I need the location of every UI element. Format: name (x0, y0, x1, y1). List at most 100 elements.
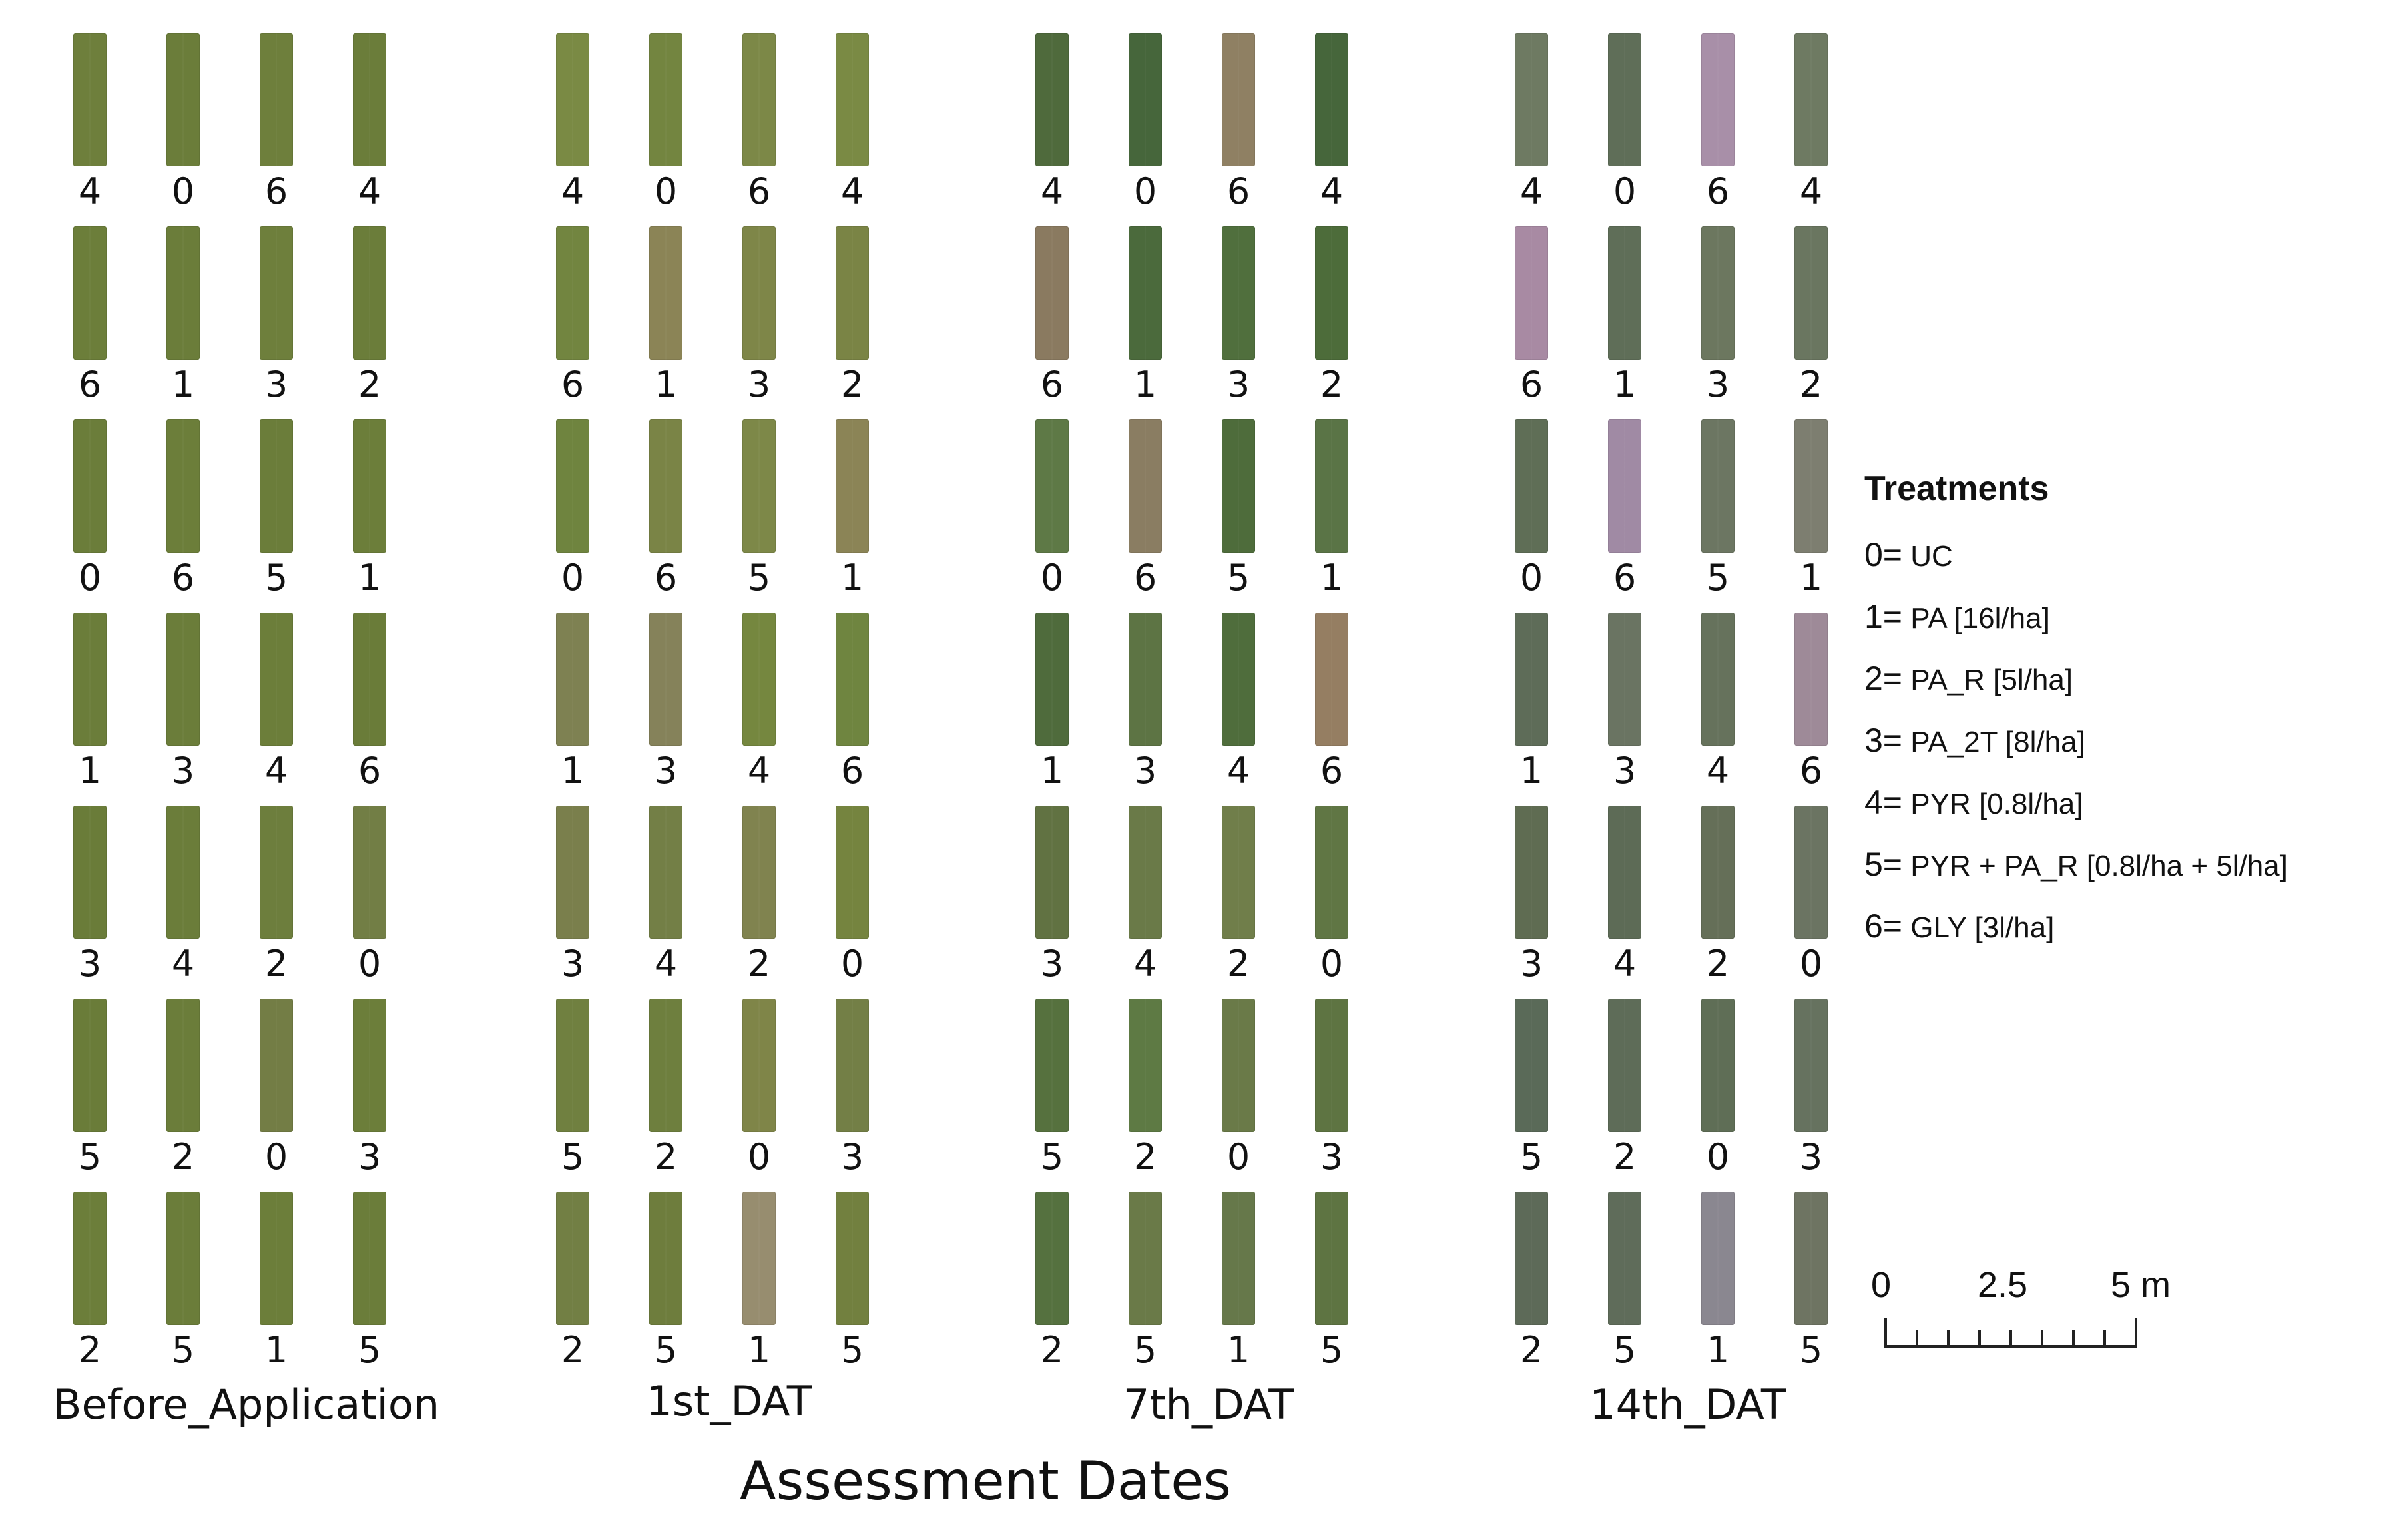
field-plot (1701, 613, 1735, 746)
plot-label: 5 (1320, 1329, 1344, 1371)
field-plot (1315, 613, 1348, 746)
plot-label: 0 (78, 557, 102, 599)
plot-label: 6 (1613, 557, 1637, 599)
legend: Treatments 0= UC 1= PA [16l/ha] 2= PA_R … (1864, 466, 2397, 958)
field-plot (1608, 806, 1641, 939)
plot-label: 4 (1133, 943, 1157, 985)
scale-tick (1916, 1330, 1918, 1348)
legend-text: PA_2T [8l/ha] (1910, 726, 2085, 758)
plot-label: 0 (1040, 557, 1064, 599)
field-plot (836, 999, 869, 1132)
plot-label: 3 (1133, 750, 1157, 792)
field-plot (1794, 419, 1828, 553)
plot-label: 4 (654, 943, 678, 985)
field-plot (1515, 613, 1548, 746)
plot-label: 1 (1133, 364, 1157, 405)
plot-label: 6 (1320, 750, 1344, 792)
scale-bar: 0 2.5 5 m (1864, 1265, 2171, 1358)
field-plot (1035, 806, 1069, 939)
field-plot (260, 613, 293, 746)
plot-label: 2 (1133, 1136, 1157, 1178)
legend-title: Treatments (1864, 469, 2049, 508)
field-plot (742, 1192, 776, 1325)
plot-label: 2 (171, 1136, 195, 1178)
field-plot (1608, 1192, 1641, 1325)
plot-label: 6 (1133, 557, 1157, 599)
field-plot (353, 33, 386, 166)
panel-label: 7th_DAT (1123, 1380, 1294, 1429)
field-plot (1515, 1192, 1548, 1325)
plot-label: 5 (747, 557, 771, 599)
plot-label: 2 (561, 1329, 585, 1371)
plot-label: 1 (1799, 557, 1823, 599)
panel-1: 4 0 6 4 6 1 3 2 0 6 5 1 1 3 4 6 3 4 2 0 5 2 0 3 2 5 1 5 Before_Appli… (53, 0, 539, 1465)
plot-label: 0 (1799, 943, 1823, 985)
plot-label: 0 (264, 1136, 288, 1178)
field-plot (1129, 1192, 1162, 1325)
plot-label: 2 (1613, 1136, 1637, 1178)
field-plot (1315, 33, 1348, 166)
field-plot (353, 226, 386, 360)
plot-label: 3 (171, 750, 195, 792)
plot-label: 1 (561, 750, 585, 792)
panel-label: Before_Application (53, 1380, 440, 1429)
plot-label: 5 (654, 1329, 678, 1371)
plot-label: 3 (840, 1136, 864, 1178)
field-plot (1794, 1192, 1828, 1325)
field-plot (166, 226, 200, 360)
field-plot (649, 806, 682, 939)
plot-label: 4 (561, 170, 585, 212)
plot-label: 5 (1706, 557, 1730, 599)
plot-label: 2 (1706, 943, 1730, 985)
field-plot (649, 999, 682, 1132)
scale-label-0: 0 (1871, 1265, 1892, 1305)
plot-label: 2 (1040, 1329, 1064, 1371)
plot-label: 0 (1320, 943, 1344, 985)
field-plot (1701, 806, 1735, 939)
field-plot (742, 419, 776, 553)
field-plot (1315, 806, 1348, 939)
field-plot (1035, 999, 1069, 1132)
legend-text: UC (1910, 540, 1953, 573)
plot-label: 2 (1226, 943, 1250, 985)
scale-tick (2135, 1318, 2137, 1348)
plot-label: 0 (1226, 1136, 1250, 1178)
field-plot (73, 226, 107, 360)
field-plot (836, 613, 869, 746)
plot-label: 6 (1040, 364, 1064, 405)
field-plot (649, 1192, 682, 1325)
field-plot (353, 999, 386, 1132)
field-plot (1794, 806, 1828, 939)
field-plot (556, 806, 589, 939)
field-plot (1515, 999, 1548, 1132)
field-plot (73, 999, 107, 1132)
plot-label: 0 (171, 170, 195, 212)
field-plot (836, 33, 869, 166)
legend-text: PA [16l/ha] (1910, 602, 2050, 635)
field-plot (742, 806, 776, 939)
plot-label: 6 (1799, 750, 1823, 792)
field-plot (1794, 33, 1828, 166)
field-plot (1701, 226, 1735, 360)
plot-label: 1 (654, 364, 678, 405)
plot-label: 0 (654, 170, 678, 212)
plot-label: 2 (840, 364, 864, 405)
plot-label: 0 (358, 943, 382, 985)
plot-label: 6 (264, 170, 288, 212)
field-plot (166, 999, 200, 1132)
plot-label: 0 (747, 1136, 771, 1178)
field-plot (1315, 1192, 1348, 1325)
field-plot (1129, 806, 1162, 939)
field-plot (1608, 999, 1641, 1132)
scale-tick (2103, 1330, 2106, 1348)
field-plot (166, 1192, 200, 1325)
plot-label: 5 (1133, 1329, 1157, 1371)
field-plot (73, 33, 107, 166)
plot-label: 2 (654, 1136, 678, 1178)
field-plot (742, 999, 776, 1132)
plot-label: 0 (561, 557, 585, 599)
field-plot (1515, 226, 1548, 360)
plot-label: 5 (1519, 1136, 1543, 1178)
field-plot (1222, 33, 1255, 166)
legend-text: PYR [0.8l/ha] (1910, 788, 2083, 820)
